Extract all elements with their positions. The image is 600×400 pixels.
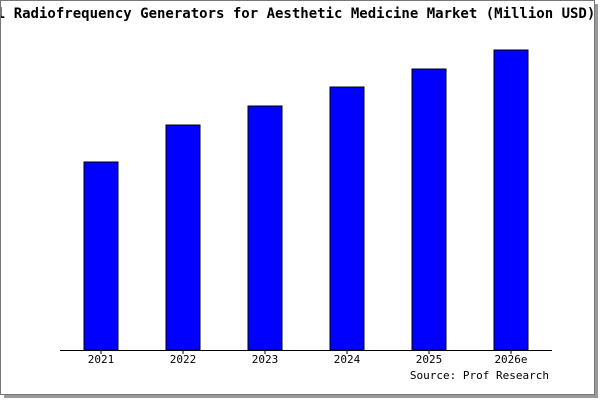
bar: [493, 49, 529, 351]
bar: [165, 124, 201, 351]
x-tick-label: 2026e: [494, 353, 527, 366]
bar: [329, 86, 365, 351]
x-tick-label: 2025: [416, 353, 443, 366]
x-tick-label: 2021: [88, 353, 115, 366]
x-tick-label: 2024: [334, 353, 361, 366]
x-tick-label: 2022: [170, 353, 197, 366]
x-tick-label: 2023: [252, 353, 279, 366]
bar: [247, 105, 283, 351]
bar: [411, 68, 447, 351]
source-note: Source: Prof Research: [410, 369, 549, 382]
chart-title: Global Radiofrequency Generators for Aes…: [0, 6, 595, 22]
bar: [83, 161, 119, 351]
